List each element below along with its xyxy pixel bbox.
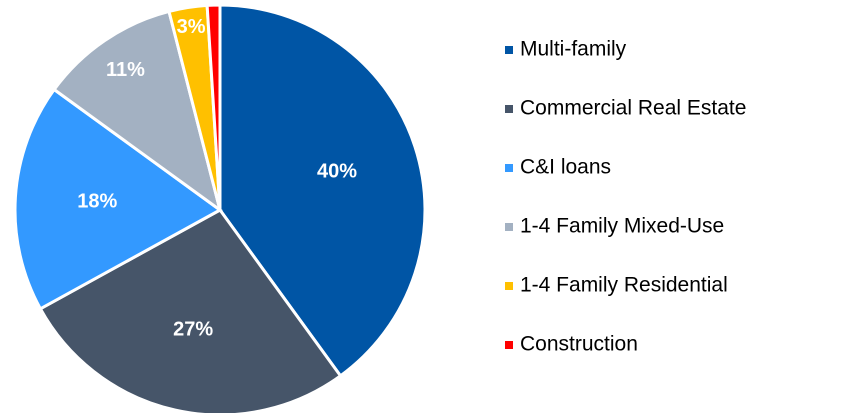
legend-label: 1-4 Family Mixed-Use [520,215,724,238]
data-label: 11% [106,59,145,81]
pie-slice [205,3,222,211]
data-label: 3% [177,16,206,38]
pie-slice [13,87,223,311]
legend-label: Commercial Real Estate [520,97,746,120]
legend-swatch [505,164,513,172]
legend-swatch [505,282,513,290]
legend-label: Multi-family [520,38,627,61]
legend-label: 1-4 Family Residential [520,274,728,297]
data-label: 27% [173,318,213,340]
data-label: 18% [77,191,117,213]
legend-label: Construction [520,333,638,356]
pie-slice [52,9,223,214]
legend-label: C&I loans [520,156,611,179]
pie-slice [218,3,427,378]
legend-swatch [505,46,513,54]
data-label: 40% [317,160,357,182]
legend-swatch [505,223,513,231]
legend-swatch [505,341,513,349]
pie-slice [38,208,343,413]
legend-swatch [505,105,513,113]
